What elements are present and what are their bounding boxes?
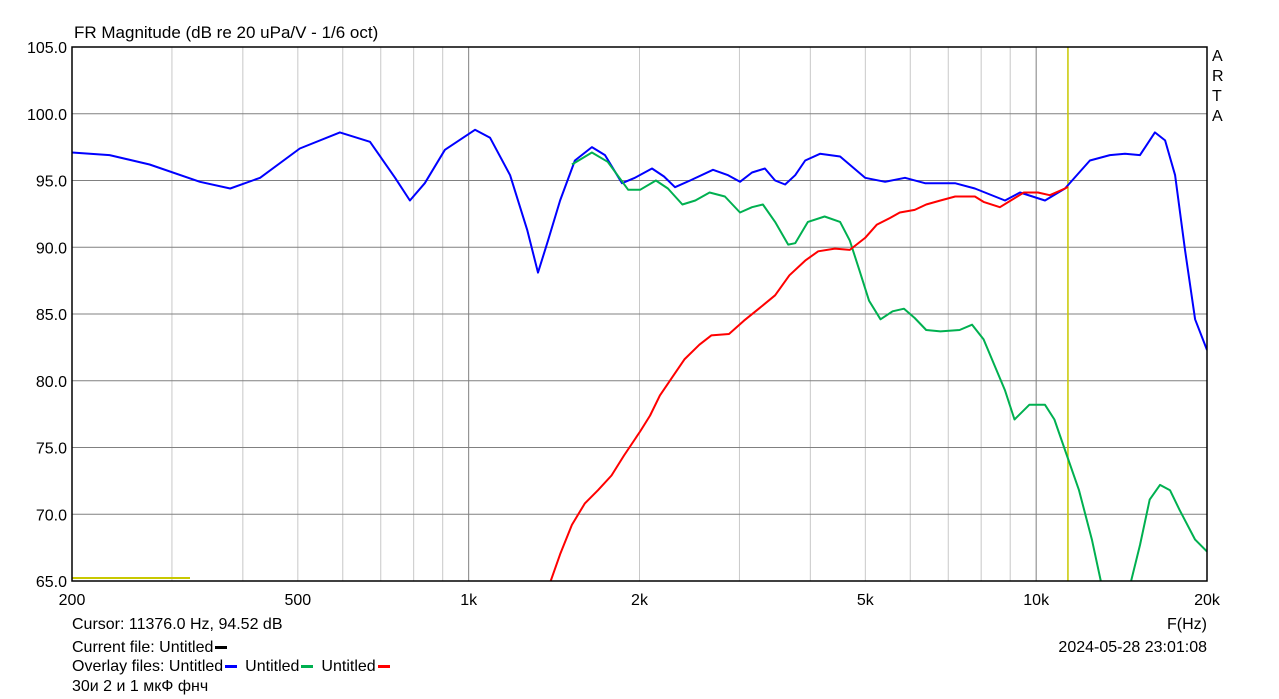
- tick-labels: 65.0 70.0 75.0 80.0 85.0 90.0 95.0 100.0 105.0 20…: [27, 40, 1221, 609]
- x-axis-label: F(Hz): [1167, 616, 1207, 633]
- cursor-readout: Cursor: 11376.0 Hz, 94.52 dB: [72, 616, 283, 633]
- x-tick-label: 10k: [1023, 592, 1050, 609]
- y-tick-label: 85.0: [36, 307, 67, 324]
- y-tick-label: 95.0: [36, 174, 67, 191]
- plot-frame: [71, 46, 1208, 582]
- y-tick-label: 65.0: [36, 574, 67, 591]
- series-line-1: [571, 151, 1207, 581]
- x-tick-label: 20k: [1194, 592, 1221, 609]
- x-tick-label: 1k: [460, 592, 478, 609]
- overlay-label: Untitled: [321, 658, 376, 675]
- x-tick-label: 200: [59, 592, 86, 609]
- y-tick-label: 80.0: [36, 374, 67, 391]
- datetime: 2024-05-28 23:01:08: [1058, 639, 1207, 656]
- overlay-swatch-blue: [225, 665, 238, 669]
- arta-letter: T: [1212, 88, 1222, 105]
- overlay-files: Overlay files: Untitled Untitled Untitled: [72, 658, 398, 676]
- current-file: Current file: Untitled: [72, 639, 235, 657]
- arta-letter: A: [1212, 48, 1223, 65]
- overlay-swatch-green: [301, 665, 314, 669]
- current-file-swatch: [215, 646, 228, 650]
- y-tick-label: 70.0: [36, 507, 67, 524]
- current-file-label: Current file: Untitled: [72, 639, 214, 656]
- series-line-2: [549, 186, 1069, 581]
- series-line-0: [72, 128, 1207, 351]
- arta-letter: R: [1212, 68, 1224, 85]
- grid: [71, 46, 1208, 582]
- note: 30и 2 и 1 мкФ фнч: [72, 678, 209, 695]
- overlay-swatch-red: [377, 665, 390, 669]
- y-tick-label: 90.0: [36, 240, 67, 257]
- y-tick-label: 105.0: [27, 40, 67, 57]
- arta-label: A R T A: [1212, 47, 1224, 127]
- x-tick-label: 5k: [857, 592, 875, 609]
- series-group: [72, 47, 1207, 581]
- y-tick-label: 75.0: [36, 441, 67, 458]
- x-tick-label: 2k: [631, 592, 649, 609]
- overlay-label: Overlay files: Untitled: [72, 658, 224, 675]
- x-tick-label: 500: [284, 592, 311, 609]
- chart-title: FR Magnitude (dB re 20 uPa/V - 1/6 oct): [74, 23, 379, 42]
- overlay-label: Untitled: [245, 658, 300, 675]
- y-tick-label: 100.0: [27, 107, 67, 124]
- arta-letter: A: [1212, 108, 1223, 125]
